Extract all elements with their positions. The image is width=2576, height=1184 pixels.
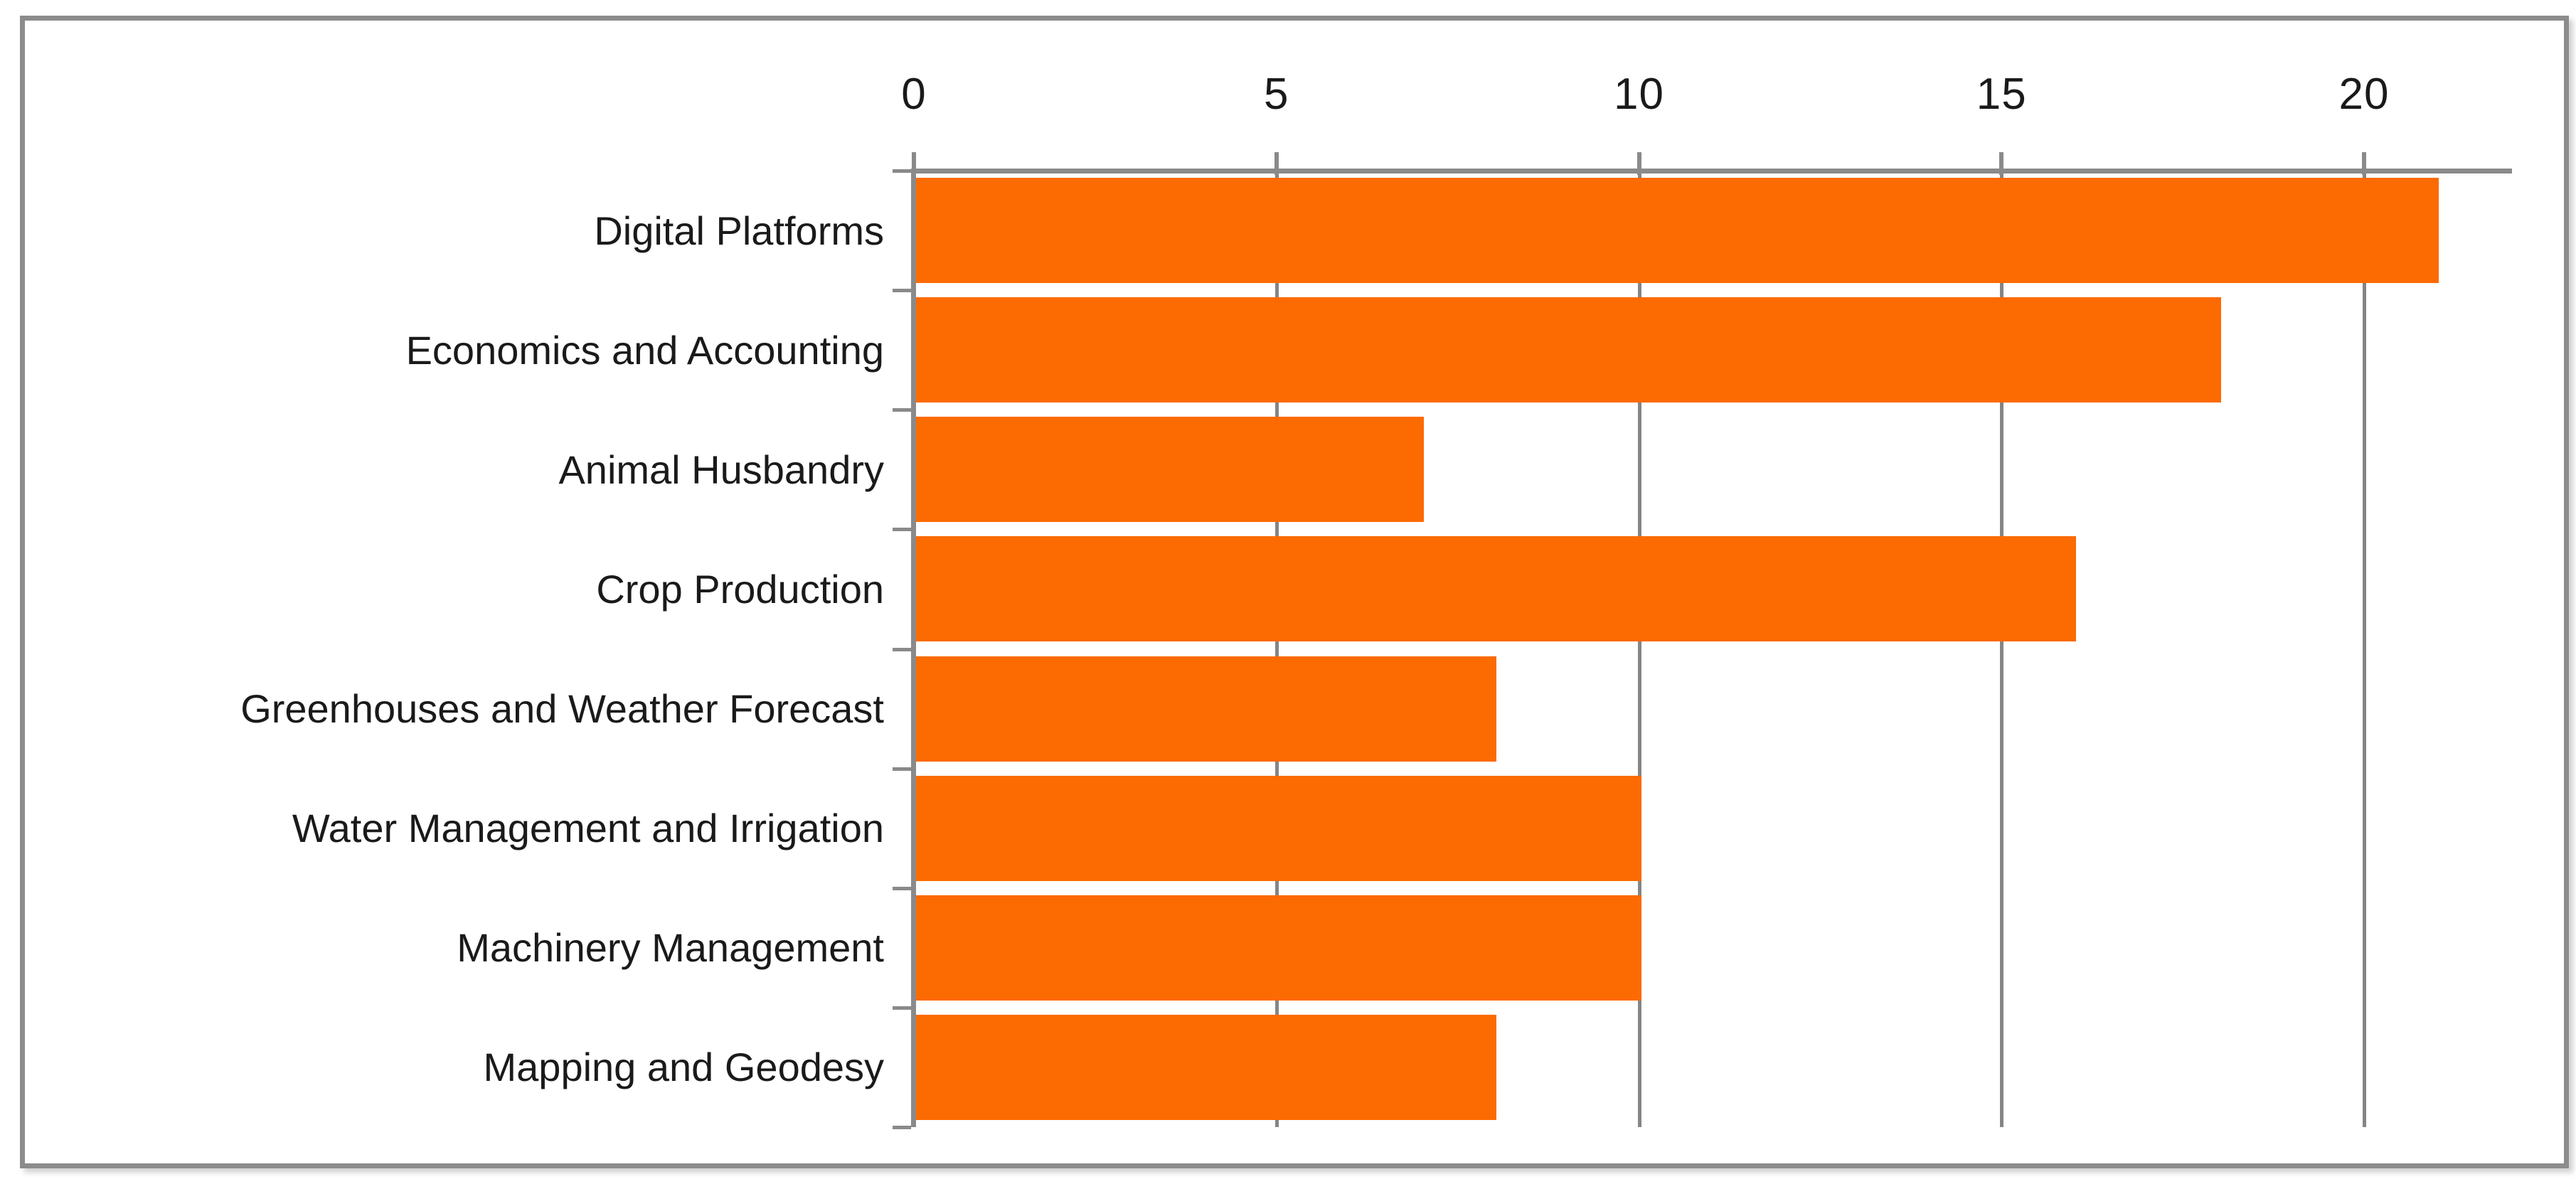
category-tick-mark: [893, 289, 911, 293]
category-label: Digital Platforms: [594, 208, 884, 253]
x-tick-mark-15: [1999, 152, 2004, 175]
gridline-5: [1274, 171, 1279, 1127]
bar-digital-platforms: [916, 178, 2439, 283]
category-tick-mark: [893, 408, 911, 412]
bar-machinery-management: [916, 895, 1641, 1001]
category-label: Water Management and Irrigation: [292, 806, 884, 851]
bar-mapping-and-geodesy: [916, 1014, 1496, 1120]
category-tick-mark: [893, 767, 911, 771]
x-tick-label-5: 5: [1264, 70, 1289, 119]
gridline-20: [2363, 171, 2366, 1127]
category-label: Crop Production: [596, 566, 884, 612]
bar-economics-and-accounting: [916, 297, 2221, 403]
x-tick-mark-10: [1636, 152, 1641, 175]
category-tick-mark: [893, 886, 911, 890]
chart-frame: 0 5 10 15 20 Digital Platforms Economics and A…: [20, 16, 2569, 1168]
category-tick-mark: [893, 647, 911, 651]
x-tick-mark-0: [912, 152, 916, 175]
x-tick-mark-5: [1274, 152, 1279, 175]
bar-water-management-and-irrigation: [916, 775, 1641, 881]
x-tick-label-0: 0: [901, 70, 927, 119]
category-label: Machinery Management: [457, 925, 884, 971]
x-tick-mark-20: [2362, 152, 2366, 175]
category-tick-mark: [893, 1006, 911, 1010]
x-tick-label-10: 10: [1614, 70, 1664, 119]
bar-chart-plot-area: 0 5 10 15 20 Digital Platforms Economics and A…: [25, 21, 2576, 1184]
x-tick-label-15: 15: [1976, 70, 2027, 119]
category-label: Greenhouses and Weather Forecast: [240, 686, 884, 732]
gridline-15: [2000, 171, 2004, 1127]
x-tick-label-20: 20: [2338, 70, 2390, 119]
category-label: Mapping and Geodesy: [483, 1045, 885, 1090]
bar-animal-husbandry: [916, 417, 1424, 523]
category-tick-mark: [893, 169, 911, 173]
category-label: Economics and Accounting: [405, 327, 884, 373]
category-tick-mark: [893, 1126, 911, 1129]
bar-crop-production: [916, 536, 2076, 642]
category-axis-line: [911, 169, 916, 1127]
category-label: Animal Husbandry: [558, 447, 884, 492]
gridline-10: [1637, 171, 1641, 1127]
bar-greenhouses-and-weather-forecast: [916, 656, 1496, 762]
category-tick-mark: [893, 528, 911, 532]
value-axis-line: [911, 169, 2512, 174]
